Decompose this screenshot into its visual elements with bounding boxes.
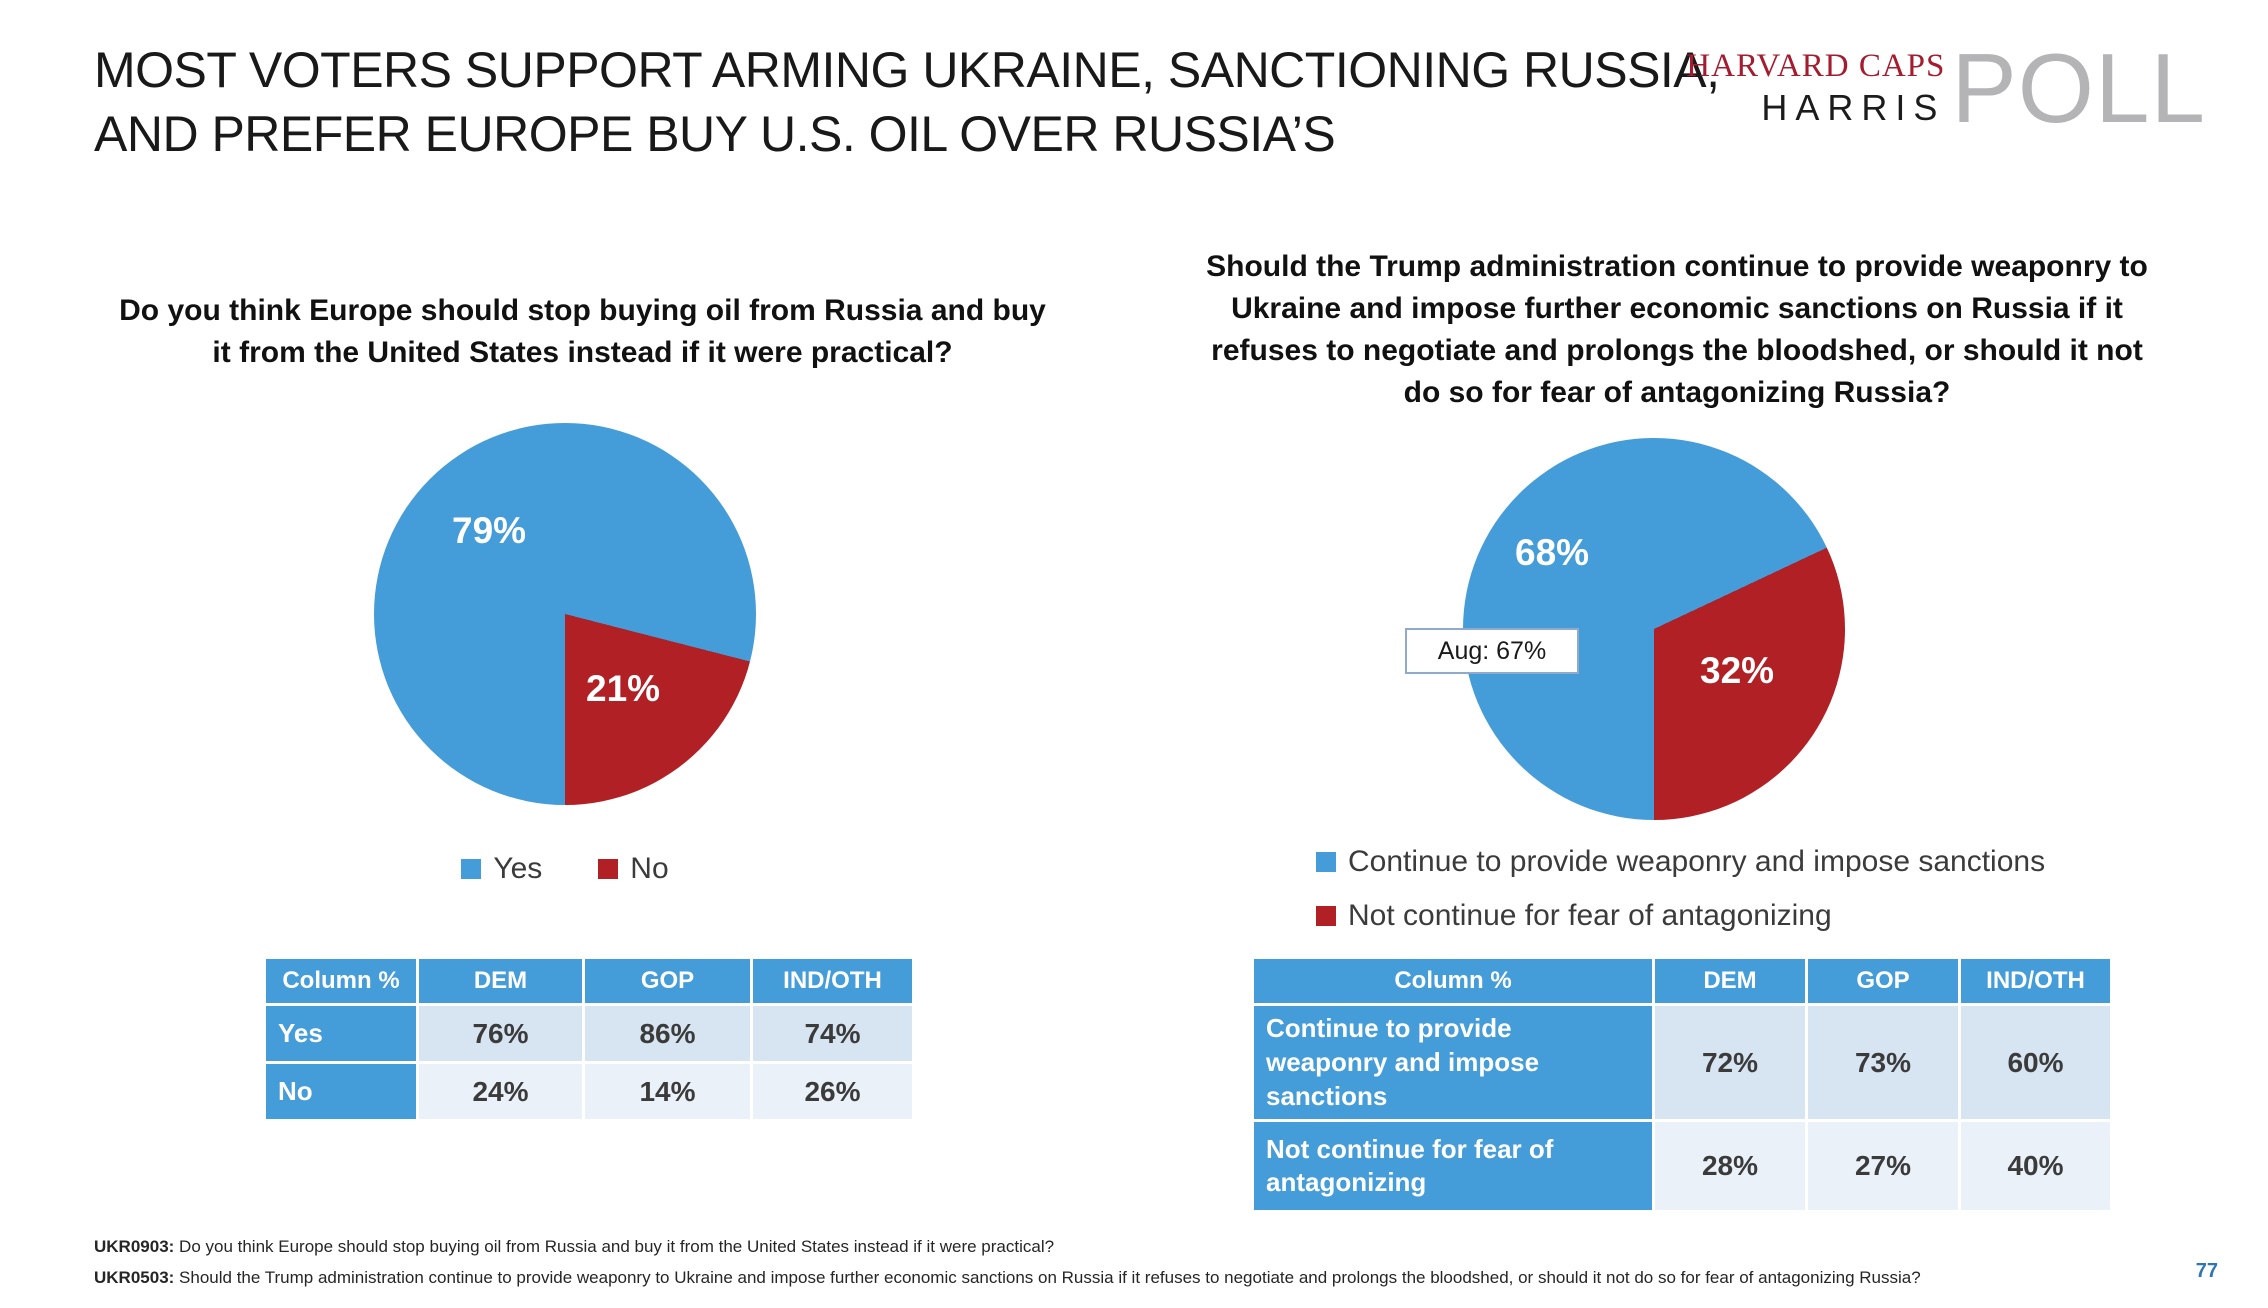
- legend-item-no: No: [598, 852, 669, 886]
- legend-marker-continue: [1316, 852, 1336, 872]
- row-label: Continue to provide weaponry and impose …: [1254, 1006, 1652, 1120]
- logo-harvard-caps: HARVARD CAPS: [1686, 48, 1946, 85]
- legend-label-continue: Continue to provide weaponry and impose …: [1348, 845, 2046, 878]
- legend-marker-not-continue: [1316, 906, 1336, 926]
- column-header: DEM: [1655, 959, 1805, 1003]
- table-cell: 28%: [1655, 1122, 1805, 1211]
- column-header: DEM: [419, 959, 582, 1003]
- footnote-text: Should the Trump administration continue…: [179, 1267, 1921, 1287]
- footnote-code: UKR0903:: [94, 1237, 175, 1256]
- column-header: GOP: [585, 959, 750, 1003]
- table-header-row: Column % DEM GOP IND/OTH: [266, 959, 912, 1003]
- table-cell: 72%: [1655, 1006, 1805, 1120]
- logo-poll: POLL: [1951, 33, 2206, 143]
- slide-title-line1: MOST VOTERS SUPPORT ARMING UKRAINE, SANC…: [94, 42, 1720, 98]
- right-pie-legend: Continue to provide weaponry and impose …: [1316, 845, 2045, 933]
- footnote-ukr0903: UKR0903: Do you think Europe should stop…: [94, 1232, 1921, 1263]
- table-cell: 40%: [1961, 1122, 2110, 1211]
- legend-item-not-continue: Not continue for fear of antagonizing: [1316, 899, 2045, 933]
- column-header: GOP: [1808, 959, 1958, 1003]
- slide-title-line2: AND PREFER EUROPE BUY U.S. OIL OVER RUSS…: [94, 106, 1336, 162]
- left-chart-question: Do you think Europe should stop buying o…: [119, 294, 1046, 369]
- right-pie-continue-label: 68%: [1515, 532, 1590, 573]
- logo-harris: HARRIS: [1761, 87, 1946, 129]
- table-cell: 73%: [1808, 1006, 1958, 1120]
- page-number: 77: [2195, 1260, 2218, 1282]
- column-header: IND/OTH: [1961, 959, 2110, 1003]
- row-label: Not continue for fear of antagonizing: [1254, 1122, 1652, 1211]
- august-comparison-callout: Aug: 67%: [1405, 628, 1579, 674]
- column-header: Column %: [1254, 959, 1652, 1003]
- table-row: Not continue for fear of antagonizing 28…: [1254, 1122, 2110, 1211]
- column-header: Column %: [266, 959, 416, 1003]
- legend-label-not-continue: Not continue for fear of antagonizing: [1348, 899, 1832, 932]
- row-label: No: [266, 1064, 416, 1119]
- table-cell: 74%: [753, 1006, 912, 1061]
- table-cell: 27%: [1808, 1122, 1958, 1211]
- table-row: Continue to provide weaponry and impose …: [1254, 1006, 2110, 1120]
- left-demographics-table: Column % DEM GOP IND/OTH Yes 76% 86% 74%…: [263, 956, 915, 1122]
- legend-item-yes: Yes: [461, 852, 542, 886]
- table-header-row: Column % DEM GOP IND/OTH: [1254, 959, 2110, 1003]
- table-row: No 24% 14% 26%: [266, 1064, 912, 1119]
- harvard-harris-poll-logo: HARVARD CAPS HARRIS POLL: [1686, 33, 2206, 143]
- right-chart-question: Should the Trump administration continue…: [1206, 250, 2148, 409]
- table-cell: 60%: [1961, 1006, 2110, 1120]
- legend-label-no: No: [630, 852, 669, 885]
- left-pie-yes-label: 79%: [452, 510, 527, 551]
- footnotes: UKR0903: Do you think Europe should stop…: [94, 1232, 1921, 1293]
- left-pie-no-label: 21%: [586, 668, 661, 709]
- legend-marker-no: [598, 859, 619, 879]
- logo-text-block: HARVARD CAPS HARRIS: [1686, 48, 1945, 129]
- legend-marker-yes: [461, 859, 482, 879]
- table-cell: 86%: [585, 1006, 750, 1061]
- table-row: Yes 76% 86% 74%: [266, 1006, 912, 1061]
- column-header: IND/OTH: [753, 959, 912, 1003]
- row-label: Yes: [266, 1006, 416, 1061]
- table-cell: 24%: [419, 1064, 582, 1119]
- footnote-ukr0503: UKR0503: Should the Trump administration…: [94, 1263, 1921, 1294]
- footnote-text: Do you think Europe should stop buying o…: [179, 1237, 1055, 1256]
- table-cell: 14%: [585, 1064, 750, 1119]
- table-cell: 26%: [753, 1064, 912, 1119]
- legend-item-continue: Continue to provide weaponry and impose …: [1316, 845, 2045, 879]
- right-pie-not-continue-label: 32%: [1700, 650, 1775, 691]
- left-pie-legend: Yes No: [374, 852, 756, 886]
- table-cell: 76%: [419, 1006, 582, 1061]
- slide-title: MOST VOTERS SUPPORT ARMING UKRAINE, SANC…: [94, 38, 1720, 166]
- right-demographics-table: Column % DEM GOP IND/OTH Continue to pro…: [1251, 956, 2113, 1213]
- footnote-code: UKR0503:: [94, 1267, 175, 1287]
- europe-oil-pie-chart: [374, 423, 756, 805]
- legend-label-yes: Yes: [493, 852, 543, 885]
